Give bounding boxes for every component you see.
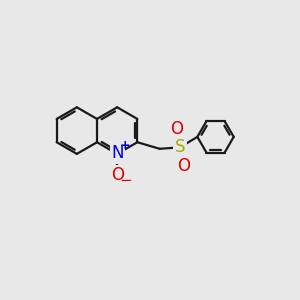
- Text: O: O: [111, 167, 124, 184]
- Text: S: S: [175, 138, 185, 156]
- Text: O: O: [170, 119, 183, 137]
- Text: O: O: [177, 157, 190, 175]
- Text: −: −: [119, 173, 132, 188]
- Text: +: +: [119, 139, 130, 152]
- Text: N: N: [111, 144, 123, 162]
